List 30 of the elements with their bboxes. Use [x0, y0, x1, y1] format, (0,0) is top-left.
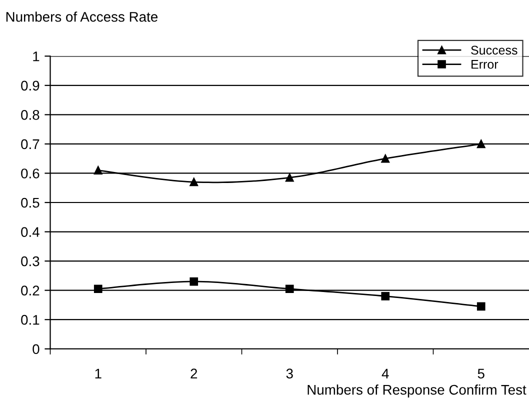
y-tick-label: 0.8: [21, 110, 40, 120]
legend-label: Error: [472, 60, 498, 69]
x-tick-label: 2: [190, 368, 198, 378]
point: [381, 292, 390, 300]
y-tick-label: 0.3: [21, 256, 40, 266]
point: [285, 284, 294, 294]
x-tick-label: 1: [95, 368, 102, 378]
point: [476, 302, 486, 311]
x-axis-title: Numbers of Response Confirm Test: [308, 384, 526, 398]
point: [285, 173, 294, 182]
point: [381, 154, 390, 163]
x-tick-label: 3: [286, 368, 293, 379]
legend-label: Success: [471, 46, 518, 55]
point: [190, 178, 198, 186]
y-tick-label: 0.9: [21, 80, 40, 91]
x-tick-label: 4: [382, 368, 389, 378]
x-tick-label: 5: [478, 368, 484, 379]
y-tick-label: 0.2: [21, 286, 40, 296]
y-tick-label: 0.1: [21, 314, 40, 325]
y-axis-title: Numbers of Access Rate: [6, 12, 158, 22]
y-tick-label: 0.6: [21, 168, 40, 178]
y-tick-label: 0.4: [21, 227, 40, 237]
point: [94, 166, 102, 174]
y-tick-label: 0: [32, 344, 40, 354]
point: [190, 277, 198, 286]
point: [476, 140, 486, 148]
y-tick-label: 0.7: [21, 139, 40, 150]
y-tick-label: 1: [33, 52, 40, 62]
y-tick-label: 0.5: [21, 198, 40, 208]
point: [94, 284, 102, 294]
